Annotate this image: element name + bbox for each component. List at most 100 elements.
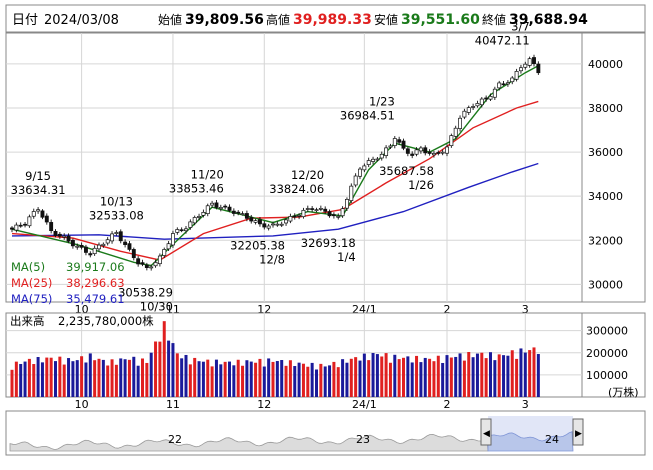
candle-body [536,63,541,74]
candle-body [318,208,323,210]
candle-body [388,145,393,148]
annotation-value: 30538.29 [118,285,173,299]
candle-body [414,149,419,155]
volume-bar [201,361,205,397]
candle [171,230,175,248]
candle [188,219,193,230]
candle [205,203,210,217]
volume-bar [306,366,310,397]
overview-left-handle[interactable] [480,418,492,446]
volume-bar [158,341,162,397]
candle-body [288,216,293,222]
volume-y-tick-label: 100000 [586,369,628,382]
volume-y-tick-label: 200000 [586,347,628,360]
volume-bar [536,354,540,397]
volume-bar [515,358,519,397]
candle [218,204,223,212]
volume-bar [328,365,332,397]
volume-bar [506,355,510,397]
candle [192,215,197,226]
candle [458,115,463,132]
overview-label-24: 24 [545,433,559,446]
candle-body [353,175,358,186]
volume-bar [97,358,101,397]
volume-bar [219,364,223,397]
candle-body [175,229,180,233]
candle [79,242,84,250]
volume-y-axis: 300000 200000 100000 [586,325,628,382]
volume-bar [271,361,275,397]
candle [340,206,345,218]
candle [70,238,75,249]
annotation-date: 12/8 [259,253,285,267]
volume-bar [419,362,423,397]
candle [97,242,101,252]
candle-body [488,95,493,100]
candle-body [266,225,271,229]
candle-body [218,206,223,210]
overview-right-handle[interactable] [572,418,584,446]
candle-body [70,239,75,247]
candle [310,206,315,213]
candle-body [149,266,154,269]
annotation-date: 1/4 [337,250,356,264]
volume-bar [228,361,231,397]
candle-body [292,215,297,218]
candle-body [310,208,315,210]
volume-bar [84,362,88,397]
volume-bar [167,340,171,397]
candle-body [271,223,275,226]
volume-bar [193,357,197,397]
annotation-value: 32533.08 [89,209,144,223]
overview-label-22: 22 [168,433,182,446]
annotation-date: 11/20 [191,167,224,181]
volume-bar [210,366,214,397]
candle-body [397,139,402,143]
candle [418,145,423,154]
candle-body [179,229,184,232]
candle [436,150,441,156]
candle [536,61,541,75]
candle-body [471,106,476,108]
candle [201,209,206,218]
candle-body [275,223,280,226]
candle [362,163,367,173]
candle-body [432,153,436,156]
candle-body [44,215,49,223]
volume-x-axis: 10 11 12 24/1 2 3 [75,398,529,411]
candle [432,150,436,158]
volume-bar [502,355,506,397]
candle [40,209,45,220]
volume-bar [188,364,192,397]
candle-body [475,103,480,107]
volume-bar [262,366,266,397]
candle [62,233,67,240]
date-label: 日付 [12,13,38,28]
overview-left-handle-icon: ◀ [483,429,490,439]
candle [275,221,280,227]
candle [410,151,415,159]
annotation-value: 33853.46 [169,181,224,195]
candle [227,204,232,213]
volume-bar [88,353,92,397]
candle [488,93,493,101]
candle-body [83,246,88,253]
price-y-tick-label: 38000 [588,102,623,115]
candle-body [14,224,19,231]
annotation-value: 33634.31 [11,183,66,197]
candle [375,157,380,162]
overview-right-handle-icon: ▶ [575,429,582,439]
candle [475,100,480,108]
close-value: 39,688.94 [509,12,588,28]
candle-body [10,227,14,230]
candle [401,138,406,151]
candle [131,247,136,261]
candlesticks [10,54,541,271]
candle-body [201,211,206,216]
volume-bar [510,350,514,397]
volume-bar [436,355,440,397]
candle-body [197,216,201,218]
candle [523,61,528,70]
candle [288,213,293,224]
